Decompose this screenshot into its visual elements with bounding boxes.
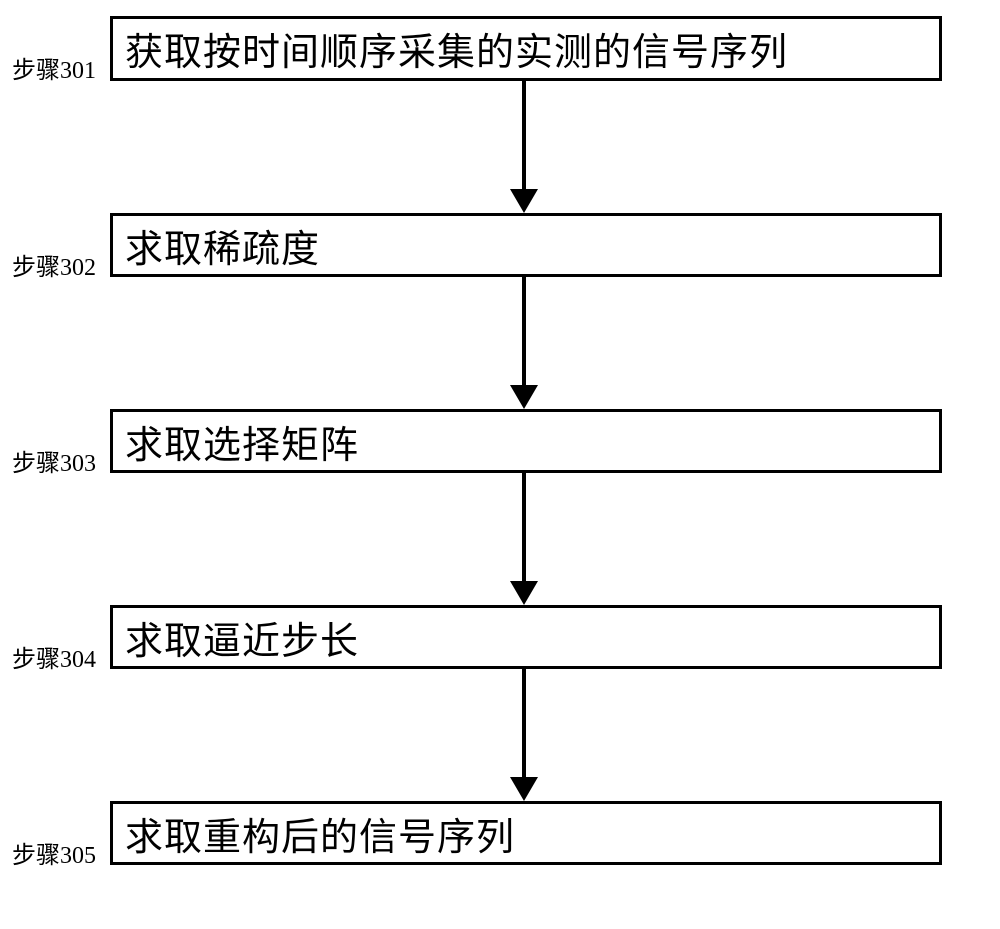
step-box-5: 求取重构后的信号序列 xyxy=(110,801,942,865)
arrow-line-2 xyxy=(522,277,526,385)
arrow-line-1 xyxy=(522,81,526,189)
step-label-4: 步骤304 xyxy=(12,639,96,674)
arrow-head-1 xyxy=(510,189,538,213)
arrow-head-3 xyxy=(510,581,538,605)
step-label-1: 步骤301 xyxy=(12,50,96,85)
flowchart-container: 步骤301 获取按时间顺序采集的实测的信号序列步骤302 求取稀疏度步骤303 求取选… xyxy=(0,0,1000,929)
step-box-3: 求取选择矩阵 xyxy=(110,409,942,473)
step-box-2: 求取稀疏度 xyxy=(110,213,942,277)
step-box-4: 求取逼近步长 xyxy=(110,605,942,669)
step-label-2: 步骤302 xyxy=(12,247,96,282)
step-label-3: 步骤303 xyxy=(12,443,96,478)
arrow-head-4 xyxy=(510,777,538,801)
step-label-5: 步骤305 xyxy=(12,835,96,870)
arrow-line-3 xyxy=(522,473,526,581)
arrow-head-2 xyxy=(510,385,538,409)
arrow-line-4 xyxy=(522,669,526,777)
step-box-1: 获取按时间顺序采集的实测的信号序列 xyxy=(110,16,942,81)
